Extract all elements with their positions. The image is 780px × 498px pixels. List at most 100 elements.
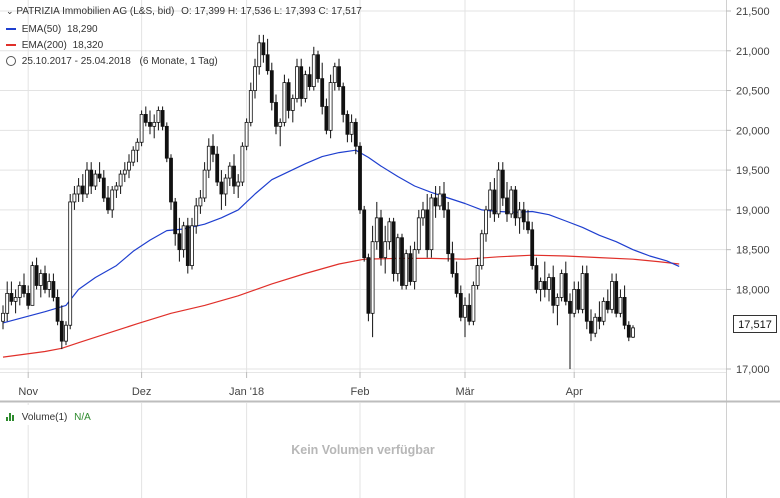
candle-body xyxy=(248,90,253,123)
candle-body xyxy=(5,293,10,314)
candle xyxy=(202,162,207,202)
candle-body xyxy=(194,205,199,227)
candle xyxy=(269,62,274,111)
candle-body xyxy=(576,289,581,310)
candle xyxy=(593,313,598,338)
candle xyxy=(353,118,358,155)
candle xyxy=(80,174,85,202)
candle-body xyxy=(68,201,73,326)
candle xyxy=(374,201,379,250)
candle xyxy=(122,162,127,183)
candle xyxy=(219,170,224,210)
candle-body xyxy=(509,189,514,215)
ema200-line-layer xyxy=(2,254,680,358)
candle-body xyxy=(341,86,346,115)
candle-body xyxy=(253,66,257,91)
candle xyxy=(30,261,35,306)
candle xyxy=(236,174,241,198)
candle-body xyxy=(269,70,274,103)
candle-body xyxy=(526,221,530,231)
candle-body xyxy=(450,253,455,274)
candle-body xyxy=(492,189,497,215)
candle-body xyxy=(274,102,278,127)
volume-panel xyxy=(0,403,575,498)
candle xyxy=(467,293,472,326)
candle xyxy=(370,225,375,338)
candle xyxy=(13,289,18,314)
candle xyxy=(152,114,157,139)
candle-body xyxy=(425,209,430,251)
candle-body xyxy=(85,169,89,195)
candle xyxy=(223,174,228,206)
y-tick-label: 17,000 xyxy=(736,364,770,376)
candle xyxy=(38,269,43,298)
candle-body xyxy=(131,149,136,163)
candle xyxy=(1,305,5,330)
candle xyxy=(534,257,539,294)
candle-body xyxy=(395,237,400,274)
candle-body xyxy=(114,185,119,191)
candle-body xyxy=(143,114,148,123)
candle-body xyxy=(383,241,388,259)
clock-icon xyxy=(6,56,16,67)
volume-legend[interactable]: Volume(1) N/A xyxy=(6,412,91,423)
candle xyxy=(605,289,610,314)
candle-body xyxy=(429,197,434,251)
chevron-down-icon[interactable]: ⌄ xyxy=(6,6,14,16)
candle-body xyxy=(135,141,140,151)
candle-body xyxy=(240,145,245,183)
candle-body xyxy=(416,217,421,251)
candle xyxy=(471,281,476,326)
candle-body xyxy=(190,225,194,266)
candle xyxy=(26,285,31,310)
candle-body xyxy=(261,42,266,56)
candle-body xyxy=(568,300,572,314)
candle-body xyxy=(232,165,236,187)
candle xyxy=(127,154,131,179)
candle xyxy=(114,182,119,198)
candle xyxy=(198,190,203,214)
candle-body xyxy=(156,110,161,123)
no-volume-message: Kein Volumen verfügbar xyxy=(291,443,435,457)
candle xyxy=(5,281,10,322)
candle xyxy=(358,142,362,214)
candle xyxy=(433,186,438,218)
candle-body xyxy=(43,273,47,290)
candle-body xyxy=(442,193,446,211)
candle xyxy=(412,241,417,290)
candle xyxy=(295,58,299,103)
candle-body xyxy=(370,241,375,314)
candle xyxy=(610,273,614,314)
x-axis: Nov Dez Jan '18 Feb Mär Apr xyxy=(18,372,583,398)
candle xyxy=(437,186,442,210)
candle xyxy=(160,106,165,131)
candle xyxy=(383,225,388,274)
legend-ema200[interactable]: EMA(200) 18,320 xyxy=(6,40,103,51)
candle xyxy=(22,273,26,298)
y-tick-label: 20,500 xyxy=(736,86,770,98)
x-tick-label: Feb xyxy=(351,386,370,398)
candle xyxy=(408,245,413,286)
candle-body xyxy=(211,145,215,155)
candle xyxy=(563,261,568,306)
ema50-swatch xyxy=(6,28,16,31)
instrument-title: PATRIZIA Immobilien AG (L&S, bid) xyxy=(16,6,175,17)
candle xyxy=(181,221,186,258)
candle xyxy=(135,138,140,163)
candle xyxy=(190,217,194,270)
candle-body xyxy=(185,225,190,266)
y-tick-label: 21,000 xyxy=(736,46,770,58)
candle-body xyxy=(173,201,178,235)
candle-body xyxy=(236,181,241,187)
candle-body xyxy=(479,233,484,266)
candle-body xyxy=(9,293,14,302)
candle xyxy=(9,281,14,306)
candle-body xyxy=(484,209,488,235)
candle-body xyxy=(101,177,106,199)
candle xyxy=(626,321,631,342)
candle xyxy=(538,277,543,302)
candle-body xyxy=(601,300,606,322)
candle-body xyxy=(391,221,396,274)
legend-ema50[interactable]: EMA(50) 18,290 xyxy=(6,24,98,35)
